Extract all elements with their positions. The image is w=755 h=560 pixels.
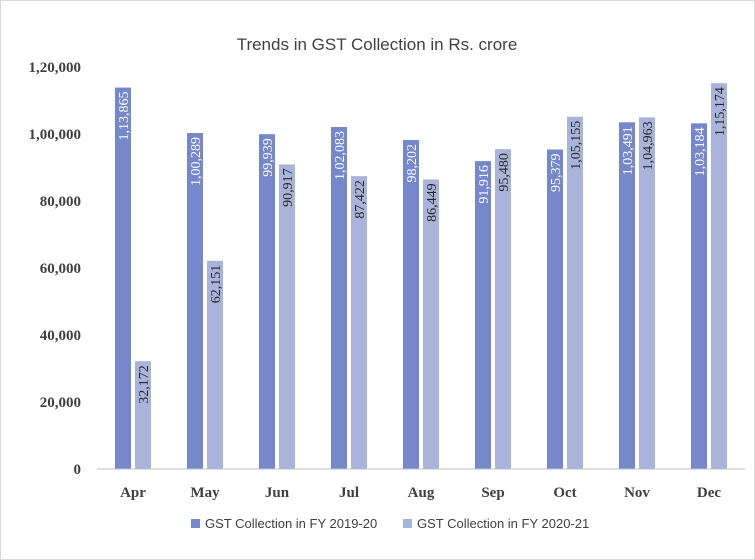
x-category-label: Aug (408, 485, 435, 501)
bar-fy2020-21-nov (639, 117, 655, 469)
data-label: 95,480 (497, 153, 512, 192)
x-axis: Apr May Jun Jul Aug Sep Oct Nov Dec (120, 485, 721, 501)
y-tick-label: 40,000 (40, 328, 81, 344)
bar-fy2020-21-dec (711, 83, 727, 469)
data-label: 32,172 (137, 365, 152, 404)
data-label: 1,03,491 (621, 126, 636, 175)
data-label: 87,422 (353, 180, 368, 219)
data-label: 1,15,174 (713, 87, 728, 136)
bar-fy2020-21-aug (423, 179, 439, 469)
bar-fy2020-21-sep (495, 149, 511, 469)
bar-fy2019-20-nov (619, 122, 635, 470)
legend: GST Collection in FY 2019-20 GST Collecti… (191, 516, 589, 531)
bar-fy2020-21-jun (279, 164, 295, 470)
y-tick-label: 1,00,000 (29, 127, 82, 143)
y-tick-label: 20,000 (40, 395, 81, 411)
legend-label: GST Collection in FY 2019-20 (205, 516, 377, 531)
bar-fy2019-20-jun (259, 134, 275, 469)
data-label: 91,916 (477, 165, 492, 204)
bar-fy2019-20-dec (691, 123, 707, 469)
bars: 1,13,865 32,172 1,00,289 62,151 99,939 90,917… (115, 83, 728, 470)
data-label: 86,449 (425, 183, 440, 222)
x-category-label: Apr (120, 485, 146, 501)
x-category-label: Nov (624, 485, 650, 501)
y-tick-label: 60,000 (40, 261, 81, 277)
legend-swatch (191, 519, 200, 528)
data-label: 1,05,155 (569, 121, 584, 170)
bar-fy2020-21-may (207, 260, 223, 469)
bar-fy2020-21-apr (135, 361, 151, 469)
data-label: 98,202 (405, 144, 420, 183)
bar-fy2019-20-may (187, 133, 203, 469)
x-category-label: Jun (265, 485, 290, 501)
data-label: 1,00,289 (189, 137, 204, 186)
data-label: 99,939 (261, 138, 276, 177)
y-tick-label: 1,20,000 (29, 60, 82, 76)
legend-swatch (403, 519, 412, 528)
y-tick-label: 0 (74, 462, 82, 478)
data-label: 1,13,865 (117, 92, 132, 141)
bar-fy2019-20-apr (115, 87, 131, 470)
data-label: 1,03,184 (693, 127, 708, 176)
bar-fy2019-20-aug (403, 140, 419, 469)
x-category-label: Jul (339, 485, 359, 501)
legend-label: GST Collection in FY 2020-21 (417, 516, 589, 531)
data-label: 95,379 (549, 153, 564, 192)
x-category-label: Dec (697, 485, 721, 501)
bar-fy2020-21-jul (351, 176, 367, 470)
bar-fy2019-20-jul (331, 127, 347, 470)
bar-fy2019-20-sep (475, 161, 491, 469)
x-category-label: Sep (481, 485, 504, 501)
y-axis: 0 20,000 40,000 60,000 80,000 1,00,000 1,20,00… (29, 60, 82, 478)
data-label: 1,04,963 (641, 121, 656, 170)
bar-fy2019-20-oct (547, 149, 563, 469)
bar-fy2020-21-oct (567, 116, 583, 470)
chart-title: Trends in GST Collection in Rs. crore (237, 35, 518, 54)
x-category-label: Oct (553, 485, 576, 501)
data-label: 1,02,083 (333, 131, 348, 180)
data-label: 62,151 (209, 265, 224, 304)
x-category-label: May (190, 485, 220, 501)
y-tick-label: 80,000 (40, 194, 81, 210)
data-label: 90,917 (281, 168, 296, 207)
